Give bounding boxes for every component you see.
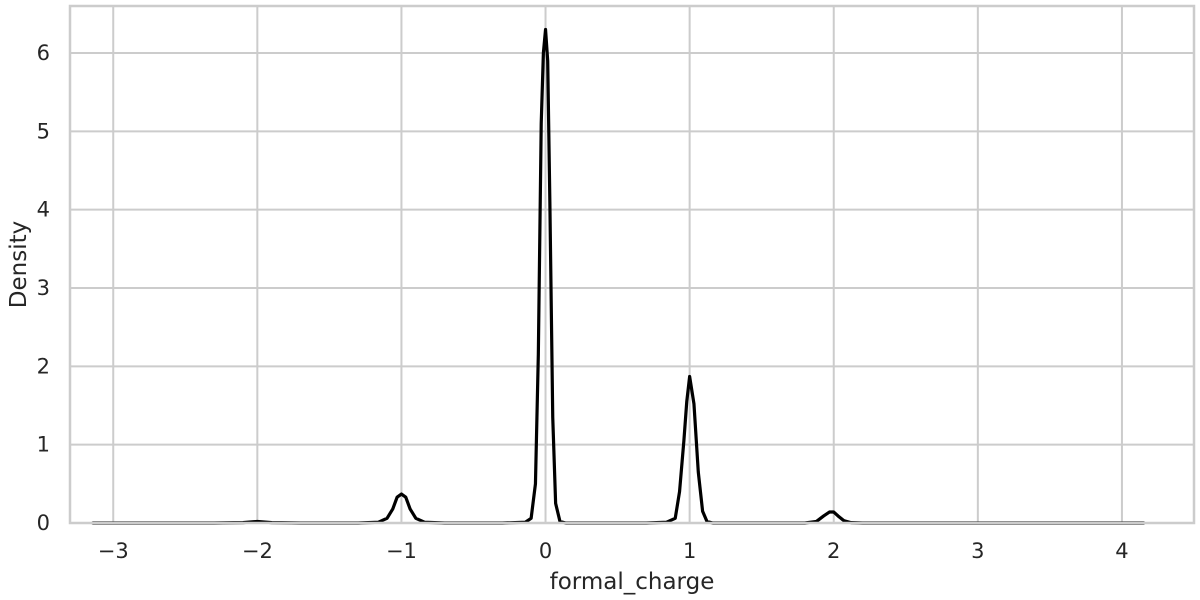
y-tick-label: 3 (37, 276, 50, 300)
x-tick-label: −2 (242, 539, 273, 563)
x-tick-label: 4 (1115, 539, 1128, 563)
y-tick-label: 1 (37, 433, 50, 457)
x-axis-label: formal_charge (550, 569, 715, 595)
y-axis-label: Density (6, 221, 32, 308)
y-tick-label: 6 (37, 41, 50, 65)
x-tick-label: −1 (386, 539, 417, 563)
y-tick-label: 2 (37, 354, 50, 378)
x-tick-labels: −3 −2 −1 0 1 2 3 4 (98, 539, 1129, 563)
grid (70, 6, 1194, 524)
plot-frame (68, 4, 1196, 525)
y-tick-label: 0 (37, 511, 50, 535)
y-tick-label: 4 (37, 198, 50, 222)
x-tick-label: 1 (683, 539, 696, 563)
x-tick-label: 0 (539, 539, 552, 563)
density-curve (91, 27, 1146, 525)
x-tick-label: 3 (971, 539, 984, 563)
y-tick-label: 5 (37, 119, 50, 143)
x-tick-label: 2 (827, 539, 840, 563)
y-tick-labels: 0 1 2 3 4 5 6 (37, 41, 50, 535)
x-tick-label: −3 (98, 539, 129, 563)
